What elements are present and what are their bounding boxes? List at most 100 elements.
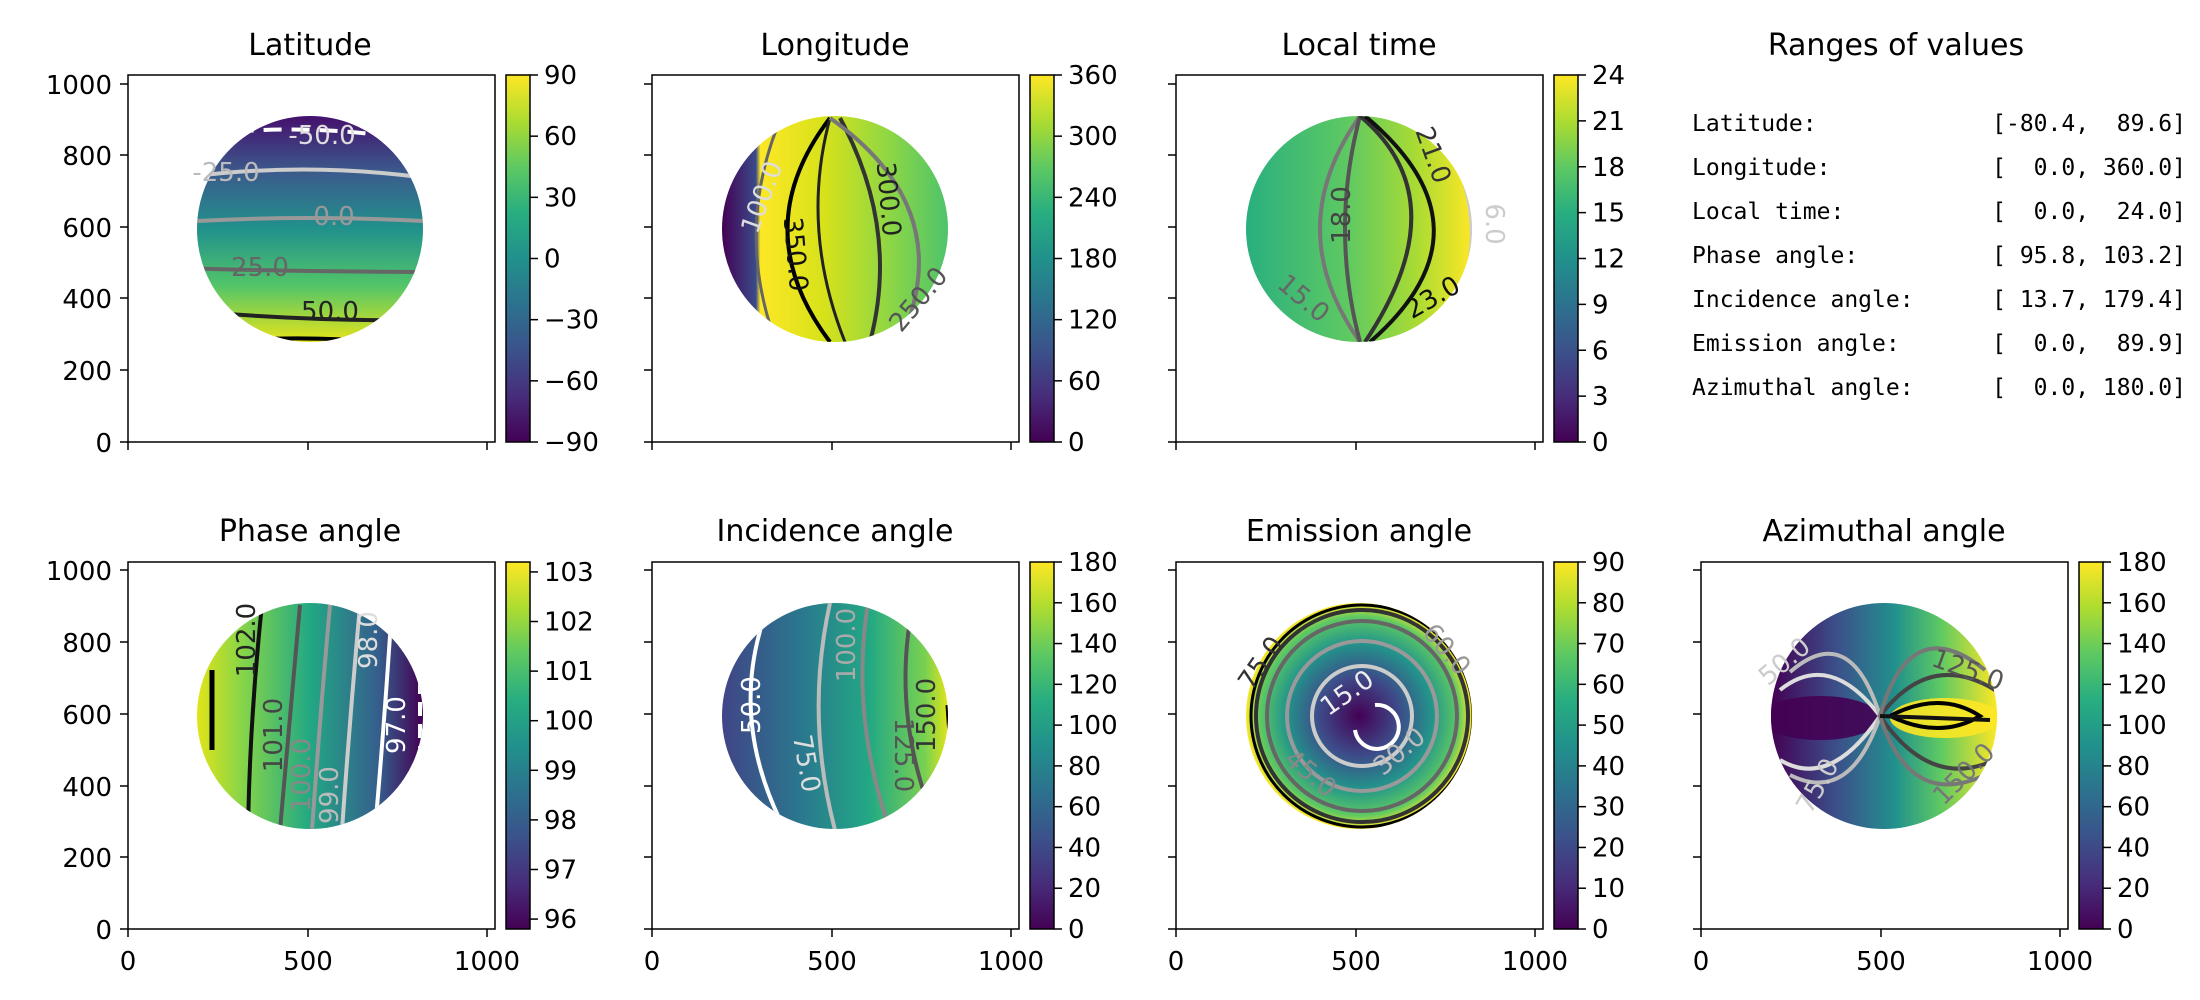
colorbar-tick-label: 80 xyxy=(2117,752,2150,782)
colorbar-tick-label: 0 xyxy=(1068,428,1085,458)
y-tick-label: 1000 xyxy=(46,557,112,587)
colorbar-tick-label: 9 xyxy=(1592,290,1609,320)
colorbar-tick-label: 70 xyxy=(1592,630,1625,660)
ranges-title: Ranges of values xyxy=(1768,28,2024,63)
colorbar-tick-label: 160 xyxy=(2117,589,2167,619)
colorbar xyxy=(1029,74,1055,443)
colorbar-tick-label: 0 xyxy=(1592,428,1609,458)
contour-label: 25.0 xyxy=(231,253,289,283)
colorbar-tick-label: 10 xyxy=(1592,874,1625,904)
x-tick-label: 1000 xyxy=(1502,947,1568,977)
x-tick-label: 1000 xyxy=(978,947,1044,977)
range-value: [-80.4, 89.6] xyxy=(1992,111,2186,137)
contour-label: 100.0 xyxy=(832,608,862,682)
contour-label: 350.0 xyxy=(777,216,813,293)
panel-local-time: Local time 21.0 18.0 15.0 23.0 6.0 xyxy=(1168,28,1579,450)
colorbar xyxy=(505,561,531,930)
contour-label: 18.0 xyxy=(1327,186,1357,244)
colorbar-ticks: 9060300−30−60−90360300240180120600242118… xyxy=(530,61,2167,945)
colorbar-tick-label: 30 xyxy=(1592,793,1625,823)
contour-label: 50.0 xyxy=(737,676,767,734)
colorbar xyxy=(2078,561,2104,930)
colorbar-tick-label: 40 xyxy=(1068,833,1101,863)
y-axis: 1000 800 600 400 200 0 xyxy=(46,557,128,946)
colorbar-tick-label: 3 xyxy=(1592,382,1609,412)
panel-title: Longitude xyxy=(760,28,909,63)
colorbar-tick-label: 100 xyxy=(2117,711,2167,741)
plot-frame xyxy=(651,561,1020,930)
contour-label: 6.0 xyxy=(1479,203,1509,244)
contour-label: 101.0 xyxy=(259,698,289,772)
x-tick-label: 0 xyxy=(1693,947,1710,977)
colorbar-tick-label: 40 xyxy=(1592,752,1625,782)
colorbar-tick-label: 100 xyxy=(1068,711,1118,741)
ranges-list: Latitude: [-80.4, 89.6] Longitude: [ 0.0, 3… xyxy=(1692,111,2186,401)
colorbar-tick-label: 6 xyxy=(1592,336,1609,366)
colorbar-tick-label: 20 xyxy=(2117,874,2150,904)
colorbar-tick-label: 180 xyxy=(2117,548,2167,578)
colorbar-tick-label: 21 xyxy=(1592,107,1625,137)
x-tick-label: 500 xyxy=(283,947,333,977)
range-value: [ 0.0, 89.9] xyxy=(1992,331,2186,357)
contour-label: 125.0 xyxy=(888,718,918,792)
x-tick-label: 0 xyxy=(120,947,137,977)
incidence-angle-map xyxy=(722,603,948,829)
y-tick-label: 400 xyxy=(62,285,112,315)
x-tick-label: 1000 xyxy=(2027,947,2093,977)
panel-phase-angle: Phase angle 102.0 98.0 101.0 97.0 100.0 … xyxy=(46,514,531,977)
y-tick-label: 200 xyxy=(62,844,112,874)
colorbar-tick-label: 60 xyxy=(1592,670,1625,700)
colorbar-tick-label: 120 xyxy=(1068,670,1118,700)
panel-title: Azimuthal angle xyxy=(1762,514,2005,549)
colorbar-tick-label: 0 xyxy=(1068,915,1085,945)
y-axis xyxy=(1168,569,1176,930)
panel-title: Latitude xyxy=(248,28,371,63)
range-label: Longitude: xyxy=(1692,155,1830,181)
colorbar-tick-label: 180 xyxy=(1068,245,1118,275)
colorbar-tick-label: 60 xyxy=(544,122,577,152)
contour-label: -50.0 xyxy=(288,121,355,151)
contour-label: 150.0 xyxy=(912,678,942,752)
colorbar-tick-label: 90 xyxy=(1592,548,1625,578)
range-value: [ 95.8, 103.2] xyxy=(1992,243,2186,269)
colorbar xyxy=(505,74,531,443)
range-label: Incidence angle: xyxy=(1692,287,1914,313)
x-tick-label: 0 xyxy=(1168,947,1185,977)
colorbar-tick-label: 100 xyxy=(544,707,594,737)
colorbar-tick-label: 15 xyxy=(1592,199,1625,229)
colorbar-tick-label: 90 xyxy=(544,61,577,91)
colorbar-tick-label: 300 xyxy=(1068,122,1118,152)
colorbar-tick-label: 50 xyxy=(1592,711,1625,741)
colorbar-tick-label: 98 xyxy=(544,806,577,836)
local-time-map xyxy=(1246,116,1472,342)
colorbar xyxy=(1029,561,1055,930)
panel-longitude: Longitude 100.0 300.0 350.0 250.0 xyxy=(644,28,1055,450)
contour-label: 102.0 xyxy=(232,603,262,677)
colorbar-tick-label: 240 xyxy=(1068,183,1118,213)
colorbar-tick-label: 40 xyxy=(2117,833,2150,863)
x-tick-label: 500 xyxy=(1331,947,1381,977)
contour-label: 97.0 xyxy=(382,696,412,754)
colorbar-tick-label: 60 xyxy=(1068,793,1101,823)
x-tick-label: 500 xyxy=(807,947,857,977)
plot-frame xyxy=(127,74,496,443)
colorbar xyxy=(1553,74,1579,443)
panel-azimuthal-angle: Azimuthal angle 50.0 125.0 75.0 150.0 xyxy=(1693,514,2104,977)
range-label: Azimuthal angle: xyxy=(1692,375,1914,401)
x-axis: 0 500 1000 xyxy=(120,929,520,977)
range-label: Emission angle: xyxy=(1692,331,1900,357)
x-tick-label: 0 xyxy=(644,947,661,977)
colorbar-tick-label: 24 xyxy=(1592,61,1625,91)
x-axis xyxy=(127,442,488,450)
contour-label: -25.0 xyxy=(192,158,259,188)
colorbar-tick-label: 0 xyxy=(544,245,561,275)
colorbar-tick-label: 96 xyxy=(544,905,577,935)
colorbar-tick-label: −90 xyxy=(544,428,599,458)
contour-label: 300.0 xyxy=(870,161,906,238)
longitude-map xyxy=(722,116,948,342)
x-tick-label: 500 xyxy=(1856,947,1906,977)
y-axis xyxy=(644,569,652,930)
phase-angle-map xyxy=(197,603,423,829)
colorbar-tick-label: 80 xyxy=(1592,589,1625,619)
